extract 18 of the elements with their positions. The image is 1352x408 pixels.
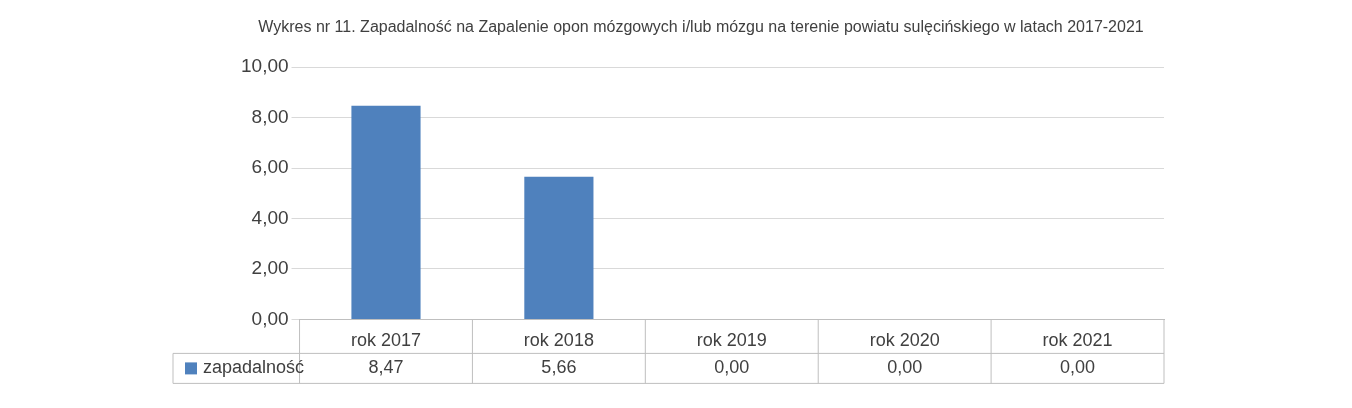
data-label: 5,66 [541,357,577,378]
y-tick-label: 0,00 [251,307,289,329]
data-label: 0,00 [714,357,750,378]
x-tick-label: rok 2018 [523,330,594,351]
y-tick-label: 4,00 [251,206,289,228]
data-label: 8,47 [368,357,404,378]
chart-title: Wykres nr 11. Zapadalność na Zapalenie opon mózgowych i/lub mózgu na terenie powiatu sulęcińskiego w latach 2017-2021 [258,18,1144,36]
y-tick-label: 2,00 [251,257,289,279]
x-tick-label: rok 2019 [696,330,767,351]
x-tick-label: rok 2020 [869,330,940,351]
y-tick-label: 8,00 [251,105,289,127]
y-tick-label: 6,00 [251,156,289,178]
data-label: 0,00 [887,357,923,378]
data-label: 0,00 [1060,357,1096,378]
x-tick-label: rok 2017 [350,330,422,351]
y-tick-label: 10,00 [241,55,289,77]
legend-label: zapadalność [203,357,305,378]
x-tick-label: rok 2021 [1042,330,1113,351]
